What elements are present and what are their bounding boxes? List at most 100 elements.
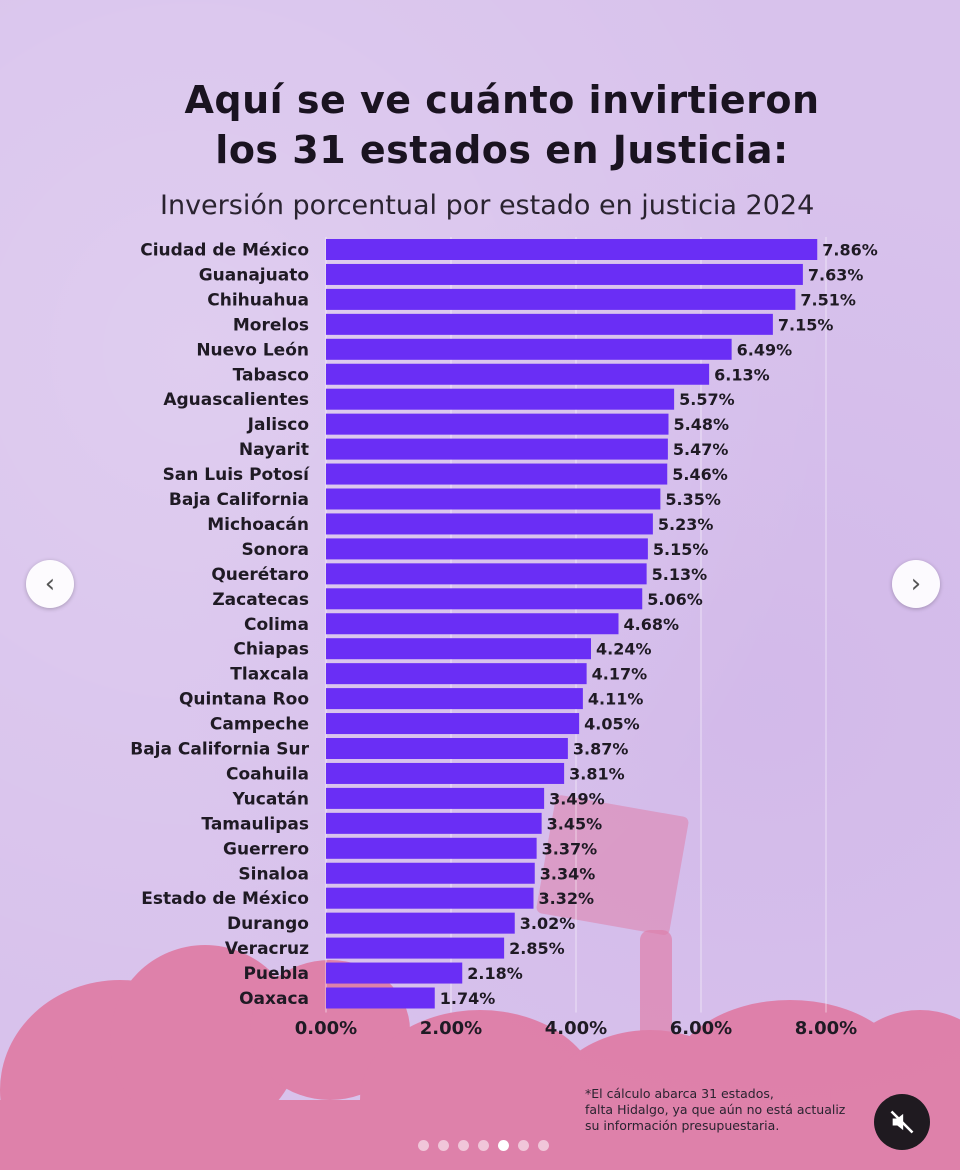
- bar: [326, 937, 505, 959]
- data-label: 3.45%: [547, 814, 603, 833]
- carousel-dot[interactable]: [518, 1140, 529, 1151]
- category-label: Campeche: [210, 715, 309, 735]
- bar: [326, 588, 643, 610]
- category-label: Aguascalientes: [163, 390, 309, 410]
- data-label: 5.23%: [658, 515, 714, 534]
- category-label: Nayarit: [239, 440, 309, 460]
- category-label: Coahuila: [226, 764, 309, 784]
- bar: [326, 488, 661, 510]
- carousel-dot[interactable]: [458, 1140, 469, 1151]
- carousel-dot[interactable]: [438, 1140, 449, 1151]
- bar: [326, 787, 545, 809]
- data-label: 3.87%: [573, 740, 629, 759]
- carousel-dot[interactable]: [498, 1140, 509, 1151]
- bar: [326, 738, 568, 759]
- data-label: 5.46%: [672, 465, 728, 484]
- bar: [326, 263, 803, 285]
- x-tick-label: 4.00%: [545, 1018, 607, 1039]
- category-label: Chihuahua: [207, 290, 309, 310]
- data-label: 2.18%: [467, 964, 523, 983]
- category-label: Guanajuato: [199, 265, 309, 285]
- category-label: Quintana Roo: [179, 690, 309, 710]
- carousel-dot[interactable]: [418, 1140, 429, 1151]
- speaker-muted-icon: [890, 1110, 914, 1134]
- bar: [326, 438, 668, 460]
- data-label: 1.74%: [440, 989, 496, 1008]
- category-label: San Luis Potosí: [163, 465, 311, 485]
- category-label: Zacatecas: [212, 590, 309, 610]
- category-label: Veracruz: [225, 939, 309, 959]
- data-label: 5.48%: [674, 415, 730, 434]
- category-label: Ciudad de México: [140, 241, 309, 261]
- bar: [326, 363, 710, 385]
- category-label: Chiapas: [233, 640, 309, 660]
- data-label: 4.68%: [624, 615, 680, 634]
- data-label: 3.37%: [542, 839, 598, 858]
- headline-line-2: los 31 estados en Justicia:: [215, 128, 789, 172]
- data-label: 4.24%: [596, 640, 652, 659]
- category-label: Guerrero: [223, 839, 309, 859]
- bar: [326, 762, 565, 784]
- carousel-dot[interactable]: [478, 1140, 489, 1151]
- data-label: 5.57%: [679, 390, 735, 409]
- bar: [326, 837, 537, 859]
- category-label: Tabasco: [233, 365, 309, 385]
- bar: [326, 713, 580, 735]
- bar: [326, 563, 647, 585]
- bar: [326, 538, 648, 560]
- bar: [326, 288, 796, 310]
- x-tick-label: 6.00%: [670, 1018, 732, 1039]
- category-label: Oaxaca: [239, 989, 309, 1009]
- bar: [326, 887, 534, 909]
- data-label: 5.47%: [673, 440, 729, 459]
- data-label: 7.63%: [808, 265, 864, 284]
- category-label: Morelos: [233, 315, 309, 335]
- bar: [326, 613, 619, 635]
- data-label: 4.17%: [592, 665, 648, 684]
- data-label: 3.02%: [520, 914, 576, 933]
- category-label: Puebla: [243, 964, 309, 984]
- bar: [326, 513, 653, 535]
- category-label: Querétaro: [211, 565, 309, 585]
- bar: [326, 388, 675, 410]
- next-slide-button[interactable]: ›: [892, 560, 940, 608]
- data-label: 3.81%: [569, 764, 625, 783]
- bar: [326, 663, 587, 685]
- carousel-dot[interactable]: [538, 1140, 549, 1151]
- x-tick-label: 2.00%: [420, 1018, 482, 1039]
- category-label: Yucatán: [232, 789, 309, 809]
- bar: [326, 338, 732, 360]
- bar: [326, 638, 591, 660]
- category-label: Durango: [227, 914, 309, 934]
- bar: [326, 688, 583, 710]
- data-label: 3.32%: [539, 889, 595, 908]
- x-tick-label: 0.00%: [295, 1018, 357, 1039]
- category-label: Estado de México: [141, 889, 309, 909]
- footnote: *El cálculo abarca 31 estados, falta Hid…: [585, 1086, 846, 1133]
- data-label: 2.85%: [509, 939, 565, 958]
- category-label: Colima: [244, 615, 309, 635]
- chart-title: Inversión porcentual por estado en justi…: [160, 190, 815, 221]
- previous-slide-button[interactable]: ‹: [26, 560, 74, 608]
- category-label: Sonora: [241, 540, 309, 560]
- bar: [326, 962, 463, 984]
- bar: [326, 463, 668, 485]
- data-label: 3.49%: [549, 789, 605, 808]
- bar: [326, 862, 535, 884]
- bar: [326, 987, 435, 1009]
- data-label: 6.13%: [714, 365, 770, 384]
- carousel-indicator: [418, 1140, 549, 1151]
- data-label: 3.34%: [540, 864, 596, 883]
- bar: [326, 313, 773, 335]
- category-label: Baja California Sur: [130, 740, 309, 760]
- category-label: Baja California: [169, 490, 309, 510]
- bar: [326, 812, 542, 834]
- category-label: Sinaloa: [238, 864, 309, 884]
- chevron-right-icon: ›: [910, 569, 922, 599]
- category-label: Jalisco: [247, 415, 309, 435]
- unmute-button[interactable]: [874, 1094, 930, 1150]
- category-label: Tamaulipas: [201, 814, 309, 834]
- data-label: 4.11%: [588, 690, 644, 709]
